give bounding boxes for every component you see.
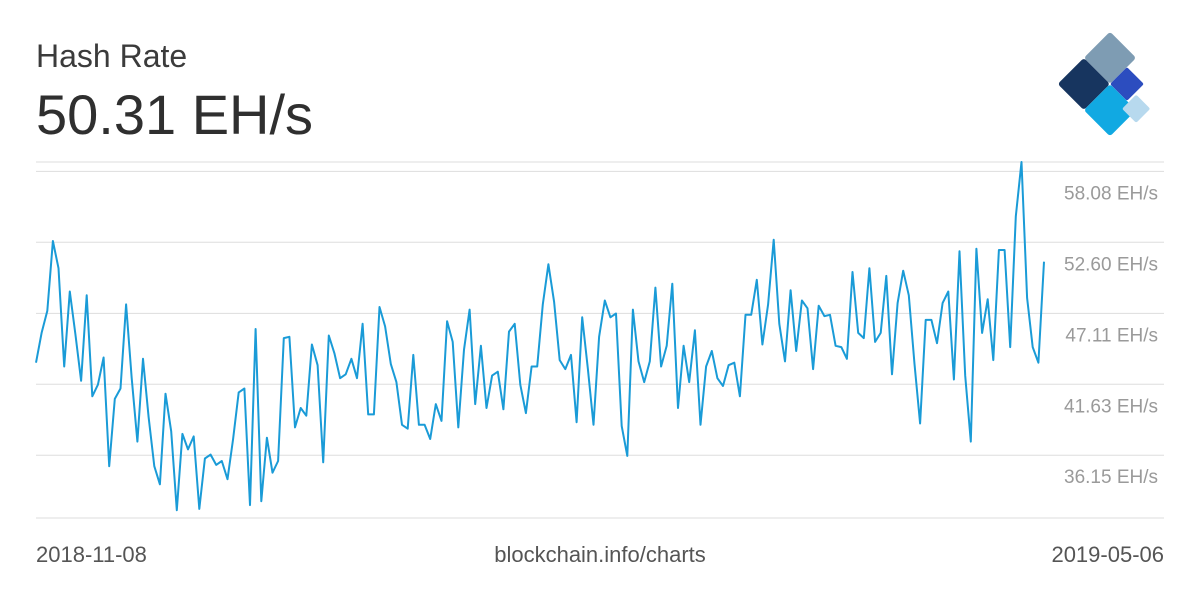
chart-grid xyxy=(36,161,1164,519)
y-tick-label: 36.15 EH/s xyxy=(1064,467,1158,488)
x-axis-end-date: 2019-05-06 xyxy=(1051,542,1164,567)
current-hash-rate: 50.31 EH/s xyxy=(36,83,314,146)
x-axis-start-date: 2018-11-08 xyxy=(36,542,147,567)
hash-rate-series-line xyxy=(35,161,1045,512)
y-tick-label: 41.63 EH/s xyxy=(1064,396,1158,417)
y-tick-label: 52.60 EH/s xyxy=(1064,254,1158,275)
y-tick-label: 58.08 EH/s xyxy=(1064,183,1158,204)
page-title: Hash Rate xyxy=(36,38,188,74)
y-tick-label: 47.11 EH/s xyxy=(1065,325,1158,346)
chart-series xyxy=(35,161,1045,512)
source-label: blockchain.info/charts xyxy=(494,542,706,567)
y-axis-ticks: 58.08 EH/s 52.60 EH/s 47.11 EH/s 41.63 EH/s… xyxy=(1064,183,1158,488)
blockchain-logo-icon xyxy=(1058,32,1150,136)
